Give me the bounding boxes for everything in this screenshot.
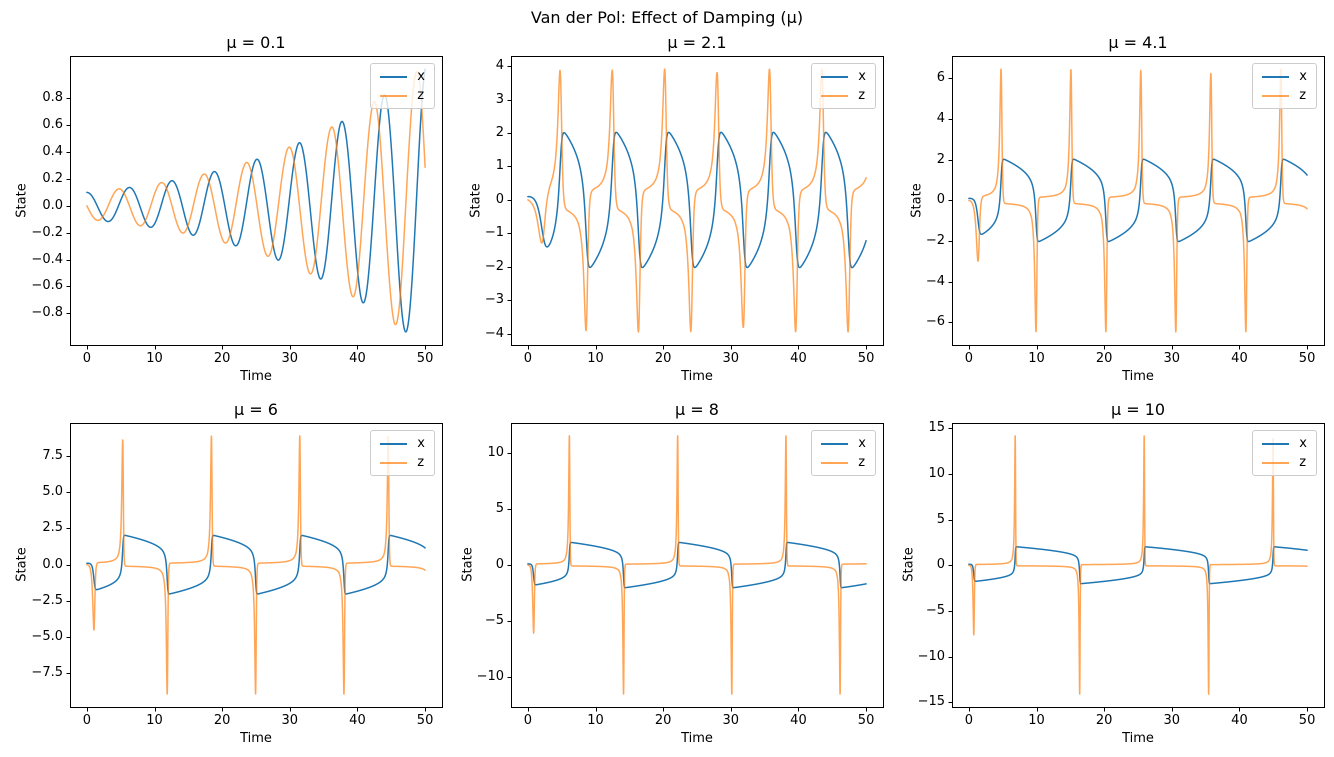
figure-suptitle: Van der Pol: Effect of Damping (μ) [530,8,804,27]
